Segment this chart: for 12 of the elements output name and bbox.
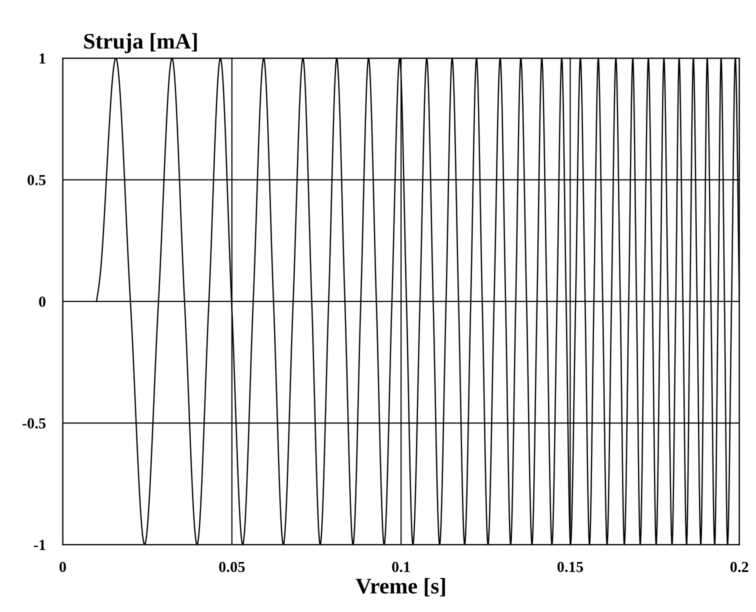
x-tick-label: 0 [60,562,66,572]
x-tick-label: 0.15 [557,562,584,572]
y-tick-label: 0 [39,296,46,307]
x-axis-title: Vreme [s] [356,578,445,596]
y-tick-label: 0.5 [28,174,46,186]
y-tick-label: -0.5 [22,418,46,429]
y-tick-label: -1 [34,540,46,550]
y-tick-label: 1 [40,53,46,64]
y-axis-title: Struja [mA] [84,33,197,54]
x-tick-label: 0.05 [219,562,245,572]
x-tick-label: 0.1 [392,562,410,572]
x-tick-label: 0.2 [730,562,748,572]
